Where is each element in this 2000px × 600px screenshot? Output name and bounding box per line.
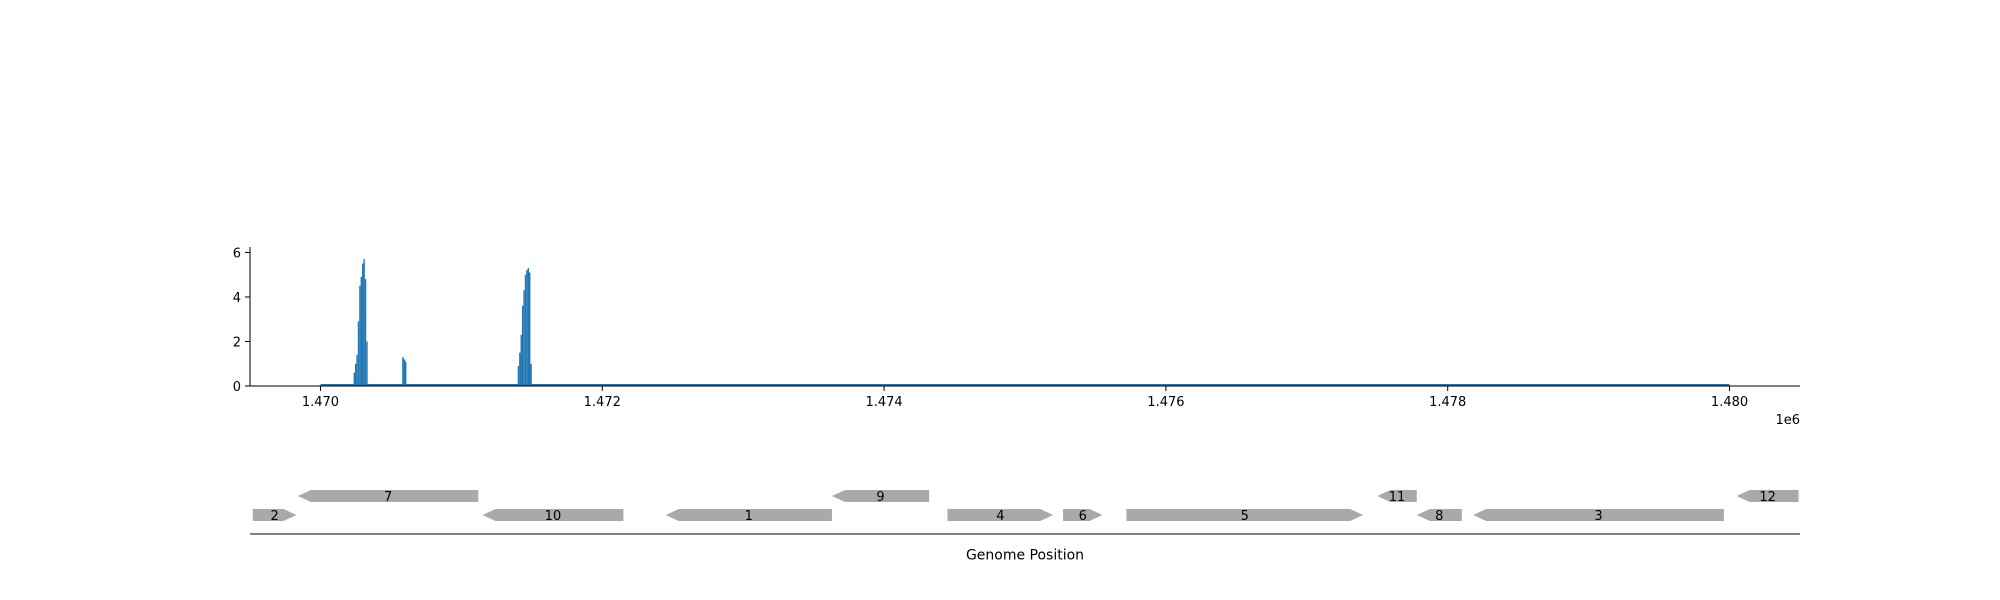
gene-label: 7 — [384, 490, 392, 505]
coverage-ticks: 1.470 1.472 1.474 1.476 1.478 1.480 0 2 4 6 — [233, 246, 1748, 410]
gene-arrow — [1473, 509, 1724, 521]
x-tick-label: 1.472 — [584, 395, 621, 410]
y-tick-label: 4 — [233, 291, 241, 306]
gene-track-panel: 2 7 10 1 9 4 6 5 11 8 3 12 Genome Position — [250, 490, 1800, 564]
gene-arrow — [665, 509, 832, 521]
coverage-bar — [527, 268, 529, 386]
gene-11: 11 — [1377, 490, 1417, 505]
x-offset-label: 1e6 — [1775, 413, 1800, 428]
gene-label: 12 — [1759, 490, 1776, 505]
y-tick-label: 6 — [233, 246, 241, 261]
gene-arrow — [1063, 509, 1103, 521]
coverage-bar — [362, 263, 364, 386]
coverage-bar — [529, 272, 531, 386]
gene-12: 12 — [1736, 490, 1799, 505]
x-tick-label: 1.476 — [1147, 395, 1184, 410]
y-tick-label: 0 — [233, 380, 241, 395]
gene-arrow — [297, 490, 479, 502]
coverage-bar — [517, 365, 520, 386]
coverage-bar — [359, 285, 361, 386]
gene-10: 10 — [482, 509, 624, 524]
gene-8: 8 — [1416, 509, 1462, 524]
coverage-bar — [363, 259, 365, 386]
coverage-bar — [402, 357, 404, 386]
gene-7: 7 — [297, 490, 479, 505]
coverage-bar — [403, 359, 405, 386]
coverage-bar — [520, 334, 522, 386]
gene-label: 8 — [1435, 509, 1443, 524]
gene-3: 3 — [1473, 509, 1724, 524]
gene-arrow — [1377, 490, 1417, 502]
gene-track-xlabel: Genome Position — [966, 548, 1084, 564]
coverage-bar — [524, 274, 527, 386]
gene-2: 2 — [252, 509, 297, 524]
gene-6: 6 — [1063, 509, 1103, 524]
gene-4: 4 — [947, 509, 1054, 524]
gene-label: 2 — [271, 509, 279, 524]
gene-label: 10 — [545, 509, 562, 524]
coverage-bar — [357, 321, 360, 386]
gene-label: 3 — [1594, 509, 1602, 524]
gene-label: 11 — [1389, 490, 1406, 505]
gene-label: 5 — [1241, 509, 1249, 524]
x-tick-label: 1.480 — [1711, 395, 1748, 410]
coverage-bar — [519, 352, 521, 386]
gene-label: 9 — [876, 490, 884, 505]
x-tick-label: 1.478 — [1429, 395, 1466, 410]
coverage-bar — [521, 305, 524, 386]
gene-arrow — [1126, 509, 1364, 521]
gene-arrow — [482, 509, 624, 521]
coverage-baseline — [320, 384, 1730, 386]
gene-track: 2 7 10 1 9 4 6 5 11 8 3 12 — [252, 490, 1799, 524]
gene-arrow — [947, 509, 1054, 521]
gene-1: 1 — [665, 509, 832, 524]
x-tick-label: 1.470 — [302, 395, 339, 410]
x-tick-label: 1.474 — [865, 395, 902, 410]
coverage-bar — [354, 363, 357, 386]
coverage-bar — [526, 270, 528, 386]
coverage-bar — [405, 361, 407, 386]
coverage-bar — [353, 372, 355, 386]
gene-label: 6 — [1079, 509, 1087, 524]
y-tick-label: 2 — [233, 335, 241, 350]
gene-label: 4 — [996, 509, 1004, 524]
coverage-bar — [364, 279, 367, 386]
coverage-panel: 1.470 1.472 1.474 1.476 1.478 1.480 0 2 4 6 1e6 — [233, 246, 1800, 428]
coverage-bar — [366, 341, 368, 386]
gene-arrow — [1416, 509, 1462, 521]
coverage-bar — [523, 290, 525, 386]
gene-arrow — [252, 509, 297, 521]
coverage-bar — [360, 276, 363, 386]
coverage-series — [320, 259, 1730, 386]
gene-5: 5 — [1126, 509, 1364, 524]
gene-arrow — [1736, 490, 1799, 502]
gene-label: 1 — [745, 509, 753, 524]
coverage-bar — [356, 354, 358, 386]
gene-arrow — [831, 490, 930, 502]
coverage-bar — [530, 363, 532, 386]
gene-9: 9 — [831, 490, 930, 505]
